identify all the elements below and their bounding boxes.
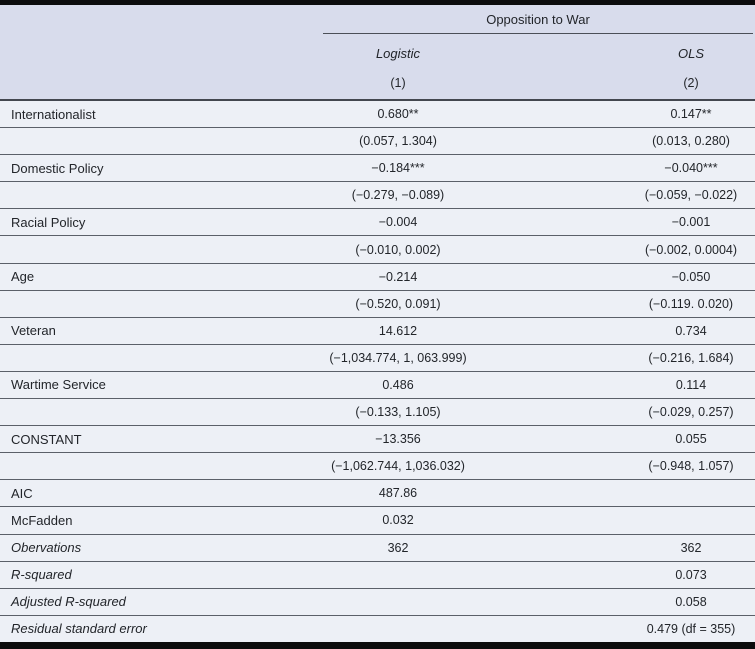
table-row: Age −0.214 −0.050	[0, 262, 755, 290]
value-logistic: 0.680**	[377, 107, 419, 122]
table-row: Wartime Service 0.486 0.114	[0, 370, 755, 399]
model-row: Logistic OLS	[0, 34, 755, 67]
value-ols: 0.734	[675, 323, 707, 338]
value-logistic: (−0.010, 0.002)	[355, 242, 441, 257]
table-row: (−0.010, 0.002) (−0.002, 0.0004)	[0, 235, 755, 263]
table-row: Racial Policy −0.004 −0.001	[0, 208, 755, 236]
value-ols: 0.114	[675, 377, 707, 392]
value-logistic: (−0.279, −0.089)	[351, 188, 445, 203]
table-row: CONSTANT −13.356 0.055	[0, 425, 755, 453]
value-ols: (−0.029, 0.257)	[648, 405, 734, 420]
value-logistic: (−1,062.744, 1,036.032)	[331, 459, 465, 474]
value-ols: (0.013, 0.280)	[652, 134, 730, 149]
row-label: Obervations	[11, 540, 82, 556]
row-label: Veteran	[11, 323, 56, 339]
value-ols: −0.050	[671, 269, 711, 284]
row-label: Residual standard error	[11, 621, 147, 637]
value-ols: 0.479 (df = 355)	[646, 621, 736, 636]
table-row: Internationalist 0.680** 0.147**	[0, 101, 755, 128]
table-row: (−0.133, 1.105) (−0.029, 0.257)	[0, 398, 755, 426]
value-ols: (−0.948, 1.057)	[648, 459, 734, 474]
value-logistic: −0.004	[378, 215, 418, 230]
row-label: Racial Policy	[11, 214, 86, 230]
table-row: Obervations 362 362	[0, 533, 755, 561]
spanner-label: Opposition to War	[323, 5, 753, 34]
value-ols: 362	[680, 540, 702, 555]
table-row: (−0.279, −0.089) (−0.059, −0.022)	[0, 181, 755, 209]
value-logistic: 0.486	[382, 377, 414, 392]
column-header-ols: OLS	[677, 46, 704, 61]
value-logistic: 14.612	[378, 323, 418, 338]
column-number-2: (2)	[683, 76, 699, 90]
column-number-1: (1)	[390, 76, 406, 90]
value-logistic: −13.356	[375, 432, 421, 447]
table-bottom-rule	[0, 642, 755, 649]
table-header: Opposition to War Logistic OLS (1) (2)	[0, 5, 755, 101]
value-logistic: 487.86	[378, 486, 418, 501]
table-row: (0.057, 1.304) (0.013, 0.280)	[0, 127, 755, 155]
table-row: Residual standard error 0.479 (df = 355)	[0, 614, 755, 642]
value-ols: 0.073	[675, 567, 707, 582]
value-logistic: 362	[387, 540, 409, 555]
table-row: McFadden 0.032	[0, 506, 755, 534]
table-row: AIC 487.86	[0, 479, 755, 507]
value-logistic: (0.057, 1.304)	[359, 134, 437, 149]
row-label: CONSTANT	[11, 431, 82, 447]
value-ols: 0.058	[675, 594, 707, 609]
row-label: Internationalist	[11, 106, 96, 122]
table-row: Adjusted R-squared 0.058	[0, 587, 755, 615]
value-logistic: (−1,034.774, 1, 063.999)	[329, 350, 467, 365]
value-ols: 0.147**	[670, 107, 712, 122]
table-row: R-squared 0.073	[0, 560, 755, 588]
table-body: Internationalist 0.680** 0.147** (0.057,…	[0, 101, 755, 642]
value-logistic: −0.214	[378, 269, 418, 284]
model-number-row: (1) (2)	[0, 67, 755, 99]
table-row: Domestic Policy −0.184*** −0.040***	[0, 154, 755, 182]
value-ols: (−0.119. 0.020)	[648, 296, 734, 311]
row-label: McFadden	[11, 512, 73, 528]
table-row: (−1,062.744, 1,036.032) (−0.948, 1.057)	[0, 452, 755, 480]
spanner-row: Opposition to War	[0, 5, 755, 34]
table-row: (−0.520, 0.091) (−0.119. 0.020)	[0, 289, 755, 317]
row-label: Adjusted R-squared	[11, 594, 126, 610]
row-label: Wartime Service	[11, 377, 106, 393]
value-ols: −0.040***	[664, 161, 718, 176]
value-logistic: −0.184***	[371, 161, 425, 176]
table-row: Veteran 14.612 0.734	[0, 316, 755, 344]
table-top-rule	[0, 0, 755, 5]
row-label: Domestic Policy	[11, 160, 104, 176]
value-ols: (−0.059, −0.022)	[644, 188, 738, 203]
row-label: AIC	[11, 485, 33, 501]
value-ols: (−0.216, 1.684)	[648, 350, 734, 365]
column-header-logistic: Logistic	[375, 46, 421, 61]
value-ols: 0.055	[675, 432, 707, 447]
value-ols: (−0.002, 0.0004)	[644, 242, 738, 257]
table-row: (−1,034.774, 1, 063.999) (−0.216, 1.684)	[0, 343, 755, 371]
value-logistic: (−0.133, 1.105)	[355, 405, 441, 420]
row-label: R-squared	[11, 567, 72, 583]
value-logistic: (−0.520, 0.091)	[355, 296, 441, 311]
row-label: Age	[11, 269, 35, 285]
value-logistic: 0.032	[382, 513, 414, 528]
value-ols: −0.001	[671, 215, 711, 230]
